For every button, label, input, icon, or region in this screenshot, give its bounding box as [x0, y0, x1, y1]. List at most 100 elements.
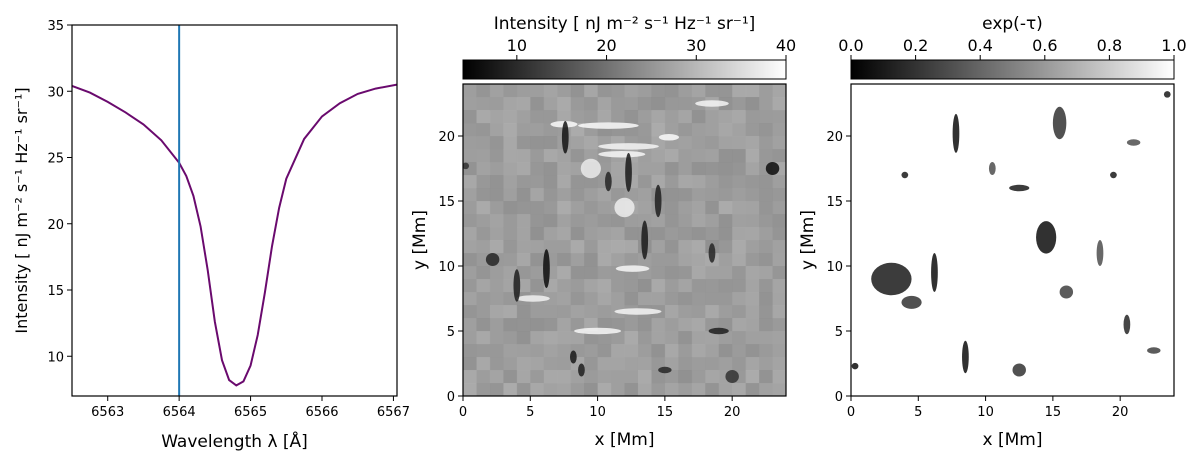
heatmap-feature	[1012, 363, 1026, 377]
heatmap-cell	[584, 266, 599, 280]
heatmap-cell	[745, 240, 760, 254]
heatmap-cell	[651, 370, 666, 384]
heatmap-cell	[745, 279, 760, 293]
heatmap-cell	[624, 357, 639, 371]
heatmap-cell	[489, 123, 504, 137]
heatmap-cell	[557, 162, 572, 176]
x-tick-label: 10	[589, 405, 606, 420]
heatmap-cell	[476, 331, 491, 345]
heatmap-cell	[543, 344, 558, 358]
heatmap-cell	[664, 84, 679, 98]
heatmap-cell	[772, 201, 786, 215]
heatmap-cell	[664, 253, 679, 267]
heatmap-cell	[557, 344, 572, 358]
heatmap-cell	[476, 240, 491, 254]
heatmap-cell	[611, 97, 625, 111]
heatmap-cell	[463, 383, 477, 396]
heatmap-cell	[772, 253, 786, 267]
heatmap-cell	[489, 136, 504, 150]
heatmap-background	[851, 84, 1174, 396]
heatmap-cell	[745, 318, 760, 332]
heatmap-cell	[651, 162, 666, 176]
heatmap-cell	[732, 201, 747, 215]
heatmap-feature	[962, 340, 969, 374]
heatmap-cell	[611, 227, 625, 241]
heatmap-cell	[759, 97, 774, 111]
heatmap-cell	[624, 383, 639, 396]
heatmap-cell	[745, 201, 760, 215]
heatmap-cell	[772, 344, 786, 358]
heatmap-cell	[503, 188, 518, 202]
heatmap-cell	[543, 370, 558, 384]
heatmap-cell	[691, 357, 706, 371]
heatmap-cell	[503, 240, 518, 254]
heatmap-cell	[732, 344, 747, 358]
heatmap-cell	[570, 84, 585, 98]
heatmap-cell	[637, 292, 652, 306]
heatmap-cell	[557, 253, 572, 267]
heatmap-cell	[503, 84, 518, 98]
axes-frame	[462, 83, 787, 397]
heatmap-cell	[543, 149, 558, 163]
heatmap-cell	[745, 97, 760, 111]
heatmap-cell	[584, 292, 599, 306]
heatmap-cell	[557, 97, 572, 111]
heatmap-cell	[530, 149, 545, 163]
heatmap-cell	[530, 253, 545, 267]
heatmap-cell	[557, 149, 572, 163]
heatmap-cell	[530, 123, 545, 137]
heatmap-cell	[772, 357, 786, 371]
heatmap-cell	[732, 149, 747, 163]
plot-area	[72, 25, 397, 396]
heatmap-cell	[530, 318, 545, 332]
heatmap-cell	[611, 162, 625, 176]
heatmap-cell	[691, 331, 706, 345]
heatmap-cell	[557, 370, 572, 384]
heatmap-cell	[584, 279, 599, 293]
heatmap-cell	[516, 383, 531, 396]
colorbar-tick-label: 0.4	[967, 36, 992, 55]
heatmap-cell	[463, 253, 477, 267]
heatmap-cell	[476, 188, 491, 202]
heatmap-cell	[597, 331, 612, 345]
heatmap-cell	[691, 370, 706, 384]
heatmap-cell	[624, 227, 639, 241]
heatmap-cell	[678, 188, 693, 202]
heatmap-cell	[705, 370, 720, 384]
heatmap-cell	[570, 292, 585, 306]
heatmap-cell	[463, 357, 477, 371]
heatmap-feature	[708, 243, 716, 263]
heatmap-cell	[584, 253, 599, 267]
heatmap-cell	[584, 136, 599, 150]
heatmap-cell	[732, 162, 747, 176]
heatmap-cell	[732, 227, 747, 241]
heatmap-cell	[516, 344, 531, 358]
heatmap-cell	[745, 188, 760, 202]
heatmap-cell	[503, 201, 518, 215]
heatmap-cell	[463, 240, 477, 254]
heatmap-cell	[732, 292, 747, 306]
heatmap-cell	[570, 149, 585, 163]
heatmap-cell	[463, 331, 477, 345]
x-tick-label: 6566	[305, 405, 338, 420]
heatmap-cell	[530, 266, 545, 280]
heatmap-cell	[651, 175, 666, 189]
heatmap-cell	[691, 162, 706, 176]
heatmap-cell	[651, 97, 666, 111]
heatmap-cell	[597, 266, 612, 280]
heatmap-cell	[611, 383, 625, 396]
colorbar-label: Intensity [ nJ m⁻² s⁻¹ Hz⁻¹ sr⁻¹]	[494, 14, 756, 34]
heatmap-cell	[678, 97, 693, 111]
heatmap-cell	[678, 253, 693, 267]
heatmap-cell	[611, 344, 625, 358]
heatmap-cell	[570, 175, 585, 189]
heatmap-cell	[651, 214, 666, 228]
heatmap-cell	[745, 110, 760, 124]
heatmap-cell	[530, 136, 545, 150]
heatmap-feature	[614, 308, 662, 315]
colorbar-tick-label: 1.0	[1161, 36, 1186, 55]
heatmap-cell	[664, 357, 679, 371]
heatmap-cell	[772, 318, 786, 332]
heatmap-cell	[678, 266, 693, 280]
